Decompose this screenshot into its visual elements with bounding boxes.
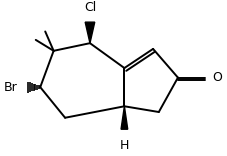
Text: O: O	[211, 71, 221, 84]
Polygon shape	[121, 106, 127, 129]
Text: Br: Br	[4, 81, 17, 94]
Text: Cl: Cl	[84, 2, 96, 15]
Text: H: H	[119, 139, 128, 152]
Polygon shape	[85, 22, 94, 43]
